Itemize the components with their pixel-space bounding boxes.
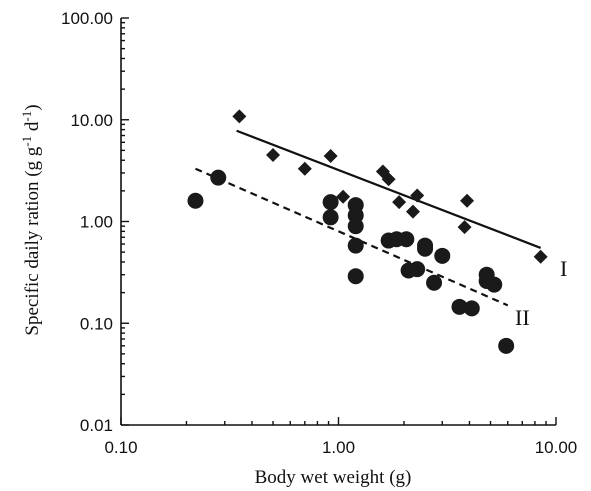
x-axis-title: Body wet weight (g): [255, 467, 412, 488]
diamond-point: [323, 149, 338, 164]
y-axis-title: Specific daily ration (g g-1 d-1): [19, 104, 43, 335]
diamond-point: [457, 220, 472, 235]
y-tick-label: 10.00: [70, 111, 113, 130]
circle-point: [187, 192, 204, 209]
circle-point: [486, 276, 503, 293]
tick-labels: 0.10 1.00 10.00 0.01 0.10 1.00 10.00 100.00: [61, 9, 577, 457]
diamond-point: [297, 161, 312, 176]
x-tick-label: 10.00: [535, 438, 578, 457]
circle-point: [434, 247, 451, 264]
line-label-I: I: [560, 256, 567, 281]
diamond-point: [392, 195, 407, 210]
data-points: [187, 109, 548, 354]
circle-point: [451, 298, 468, 315]
diamond-point: [336, 189, 351, 204]
x-tick-label: 0.10: [104, 438, 137, 457]
circle-point: [347, 268, 364, 285]
diamond-point: [460, 193, 475, 208]
diamond-point: [405, 204, 420, 219]
diamond-point: [533, 249, 548, 264]
regression-lines: [195, 129, 542, 307]
circle-point: [210, 169, 227, 186]
y-axis-title-end: ): [22, 104, 43, 110]
y-tick-label: 100.00: [61, 9, 113, 28]
circle-point: [409, 261, 426, 278]
circle-point: [417, 240, 434, 257]
y-axis-title-sup2: -1: [19, 111, 34, 122]
diamond-point: [232, 109, 247, 124]
regression-line-II: [195, 167, 509, 307]
diamond-point: [381, 172, 396, 187]
diamond-point: [410, 188, 425, 203]
y-axis-title-sup1: -1: [19, 136, 34, 147]
circle-point: [347, 218, 364, 235]
circle-point: [463, 300, 480, 317]
diamond-point: [266, 148, 281, 163]
circle-point: [347, 237, 364, 254]
circle-point: [498, 337, 515, 354]
x-tick-label: 1.00: [322, 438, 355, 457]
circle-point: [322, 209, 339, 226]
ticks: [120, 17, 557, 426]
y-tick-label: 0.01: [80, 416, 113, 435]
circle-point: [426, 274, 443, 291]
circle-point: [322, 194, 339, 211]
regression-line-I: [236, 129, 542, 249]
y-axis-title-mid: d: [22, 121, 43, 136]
circle-point: [398, 231, 415, 248]
y-tick-label: 1.00: [80, 213, 113, 232]
axes: [120, 18, 556, 426]
y-tick-label: 0.10: [80, 314, 113, 333]
line-label-II: II: [515, 305, 530, 330]
y-axis-title-main: Specific daily ration (g g: [22, 146, 43, 335]
